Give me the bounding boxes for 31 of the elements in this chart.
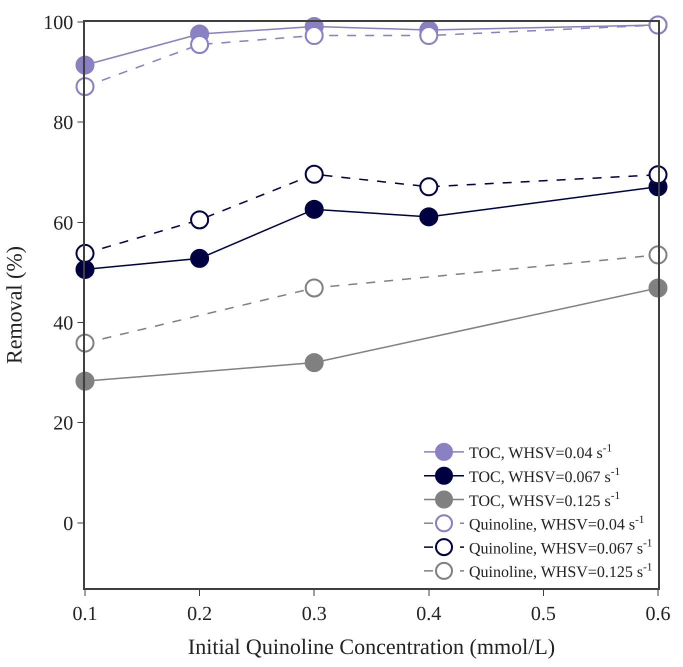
y-axis-title: Removal (%) — [2, 246, 27, 364]
legend-label: TOC, WHSV=0.04 s$^{-1}$ — [469, 442, 612, 462]
point — [190, 210, 210, 230]
y-tick-label: 40 — [53, 312, 74, 335]
x-tick-label: 0.1 — [72, 602, 98, 625]
point — [304, 26, 324, 46]
x-tick-label: 0.2 — [187, 602, 212, 625]
y-tick-label: 80 — [53, 112, 74, 134]
point — [190, 35, 210, 54]
point — [419, 26, 438, 46]
legend-label: Quinoline, WHSV=0.04 s$^{-1}$ — [469, 514, 644, 534]
legend-label: Quinoline, WHSV=0.067 s$^{-1}$ — [469, 538, 652, 558]
point — [419, 177, 438, 196]
legend-label: Quinoline, WHSV=0.125 s$^{-1}$ — [469, 561, 652, 582]
y-tick-label: 20 — [53, 412, 74, 435]
legend-label: TOC, WHSV=0.125 s$^{-1}$ — [469, 490, 620, 510]
y-tick-label: 60 — [53, 212, 74, 234]
y-tick-label: 0 — [63, 512, 74, 535]
point — [190, 248, 210, 268]
x-tick-label: 0.6 — [646, 602, 670, 625]
legend-label: TOC, WHSV=0.067 s$^{-1}$ — [469, 466, 620, 486]
point — [304, 200, 324, 219]
x-axis-title: Initial Quinoline Concentration (mmol/L) — [188, 634, 556, 660]
point — [419, 207, 438, 226]
point — [304, 164, 324, 184]
y-tick-label: 100 — [43, 12, 74, 34]
x-tick-label: 0.3 — [302, 602, 327, 625]
point — [304, 278, 324, 298]
point — [304, 353, 324, 372]
x-tick-label: 0.4 — [416, 602, 442, 625]
x-tick-label: 0.5 — [530, 602, 556, 625]
